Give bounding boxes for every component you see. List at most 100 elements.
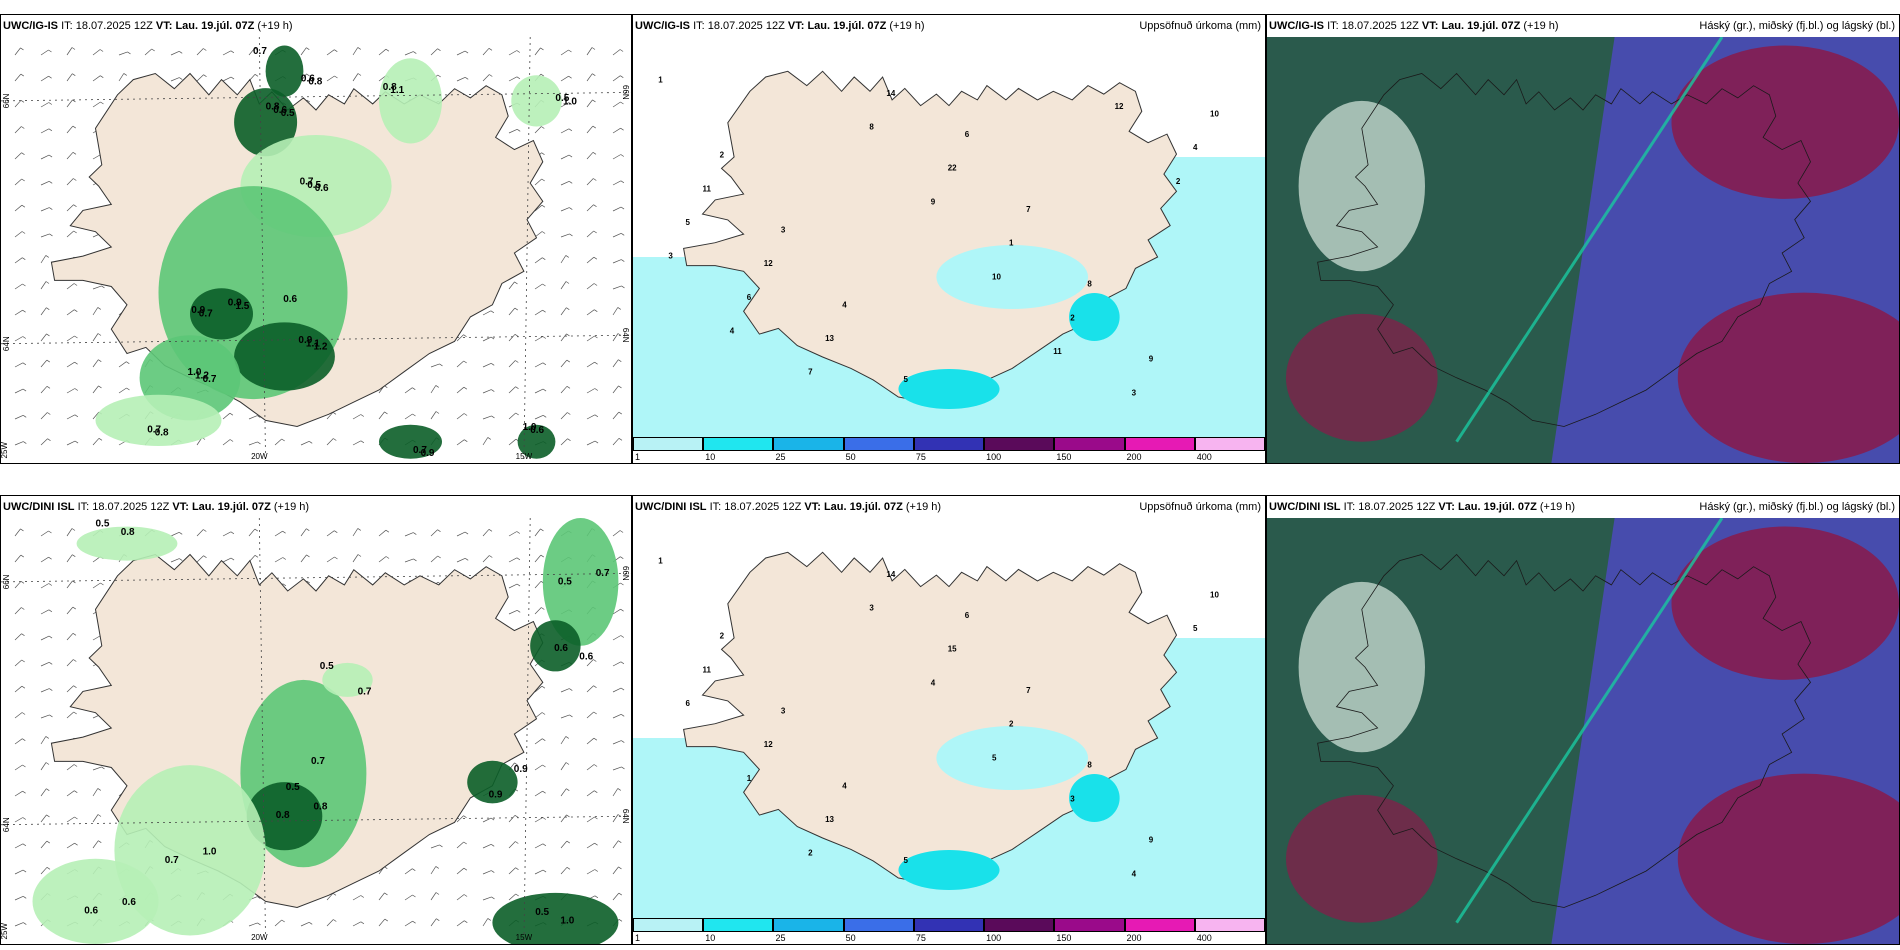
colorbar-tick: 200 bbox=[1126, 452, 1142, 462]
axis-label: 25W bbox=[1, 442, 9, 459]
precip-value: 0.8 bbox=[266, 101, 280, 112]
valid-time: Lau. 19.júl. 07Z bbox=[191, 501, 271, 513]
map-area[interactable]: 66N 64N 25W 20W 15W 66N 64N 0.7 0.5 0.6 1.5 1.2 0.7 0… bbox=[1, 37, 631, 463]
accum-value: 1 bbox=[747, 774, 752, 783]
accum-value: 4 bbox=[931, 678, 936, 687]
model-name: UWC/IG-IS bbox=[3, 20, 58, 32]
precip-value: 0.8 bbox=[121, 527, 135, 538]
accum-value: 3 bbox=[781, 225, 786, 234]
precip-value: 0.5 bbox=[307, 180, 321, 191]
precip-area bbox=[322, 662, 373, 697]
precip-value: 0.8 bbox=[276, 810, 290, 821]
precip-value: 0.7 bbox=[358, 686, 372, 697]
precip-value: 0.6 bbox=[554, 643, 568, 654]
colorbar-tick: 25 bbox=[775, 452, 786, 462]
precip-value: 0.9 bbox=[228, 297, 242, 308]
accum-value: 22 bbox=[948, 164, 957, 173]
precip-value: 0.6 bbox=[84, 905, 98, 916]
precip-value: 0.9 bbox=[298, 335, 312, 346]
accum-value: 15 bbox=[948, 645, 957, 654]
precip-value: 1.0 bbox=[188, 367, 202, 378]
accum-value: 2 bbox=[720, 151, 725, 160]
panel-header: UWC/DINI ISL IT: 18.07.2025 12Z VT: Lau.… bbox=[1267, 496, 1899, 518]
precip-value: 1.0 bbox=[523, 422, 537, 433]
map-area[interactable] bbox=[1267, 518, 1899, 944]
accum-value: 4 bbox=[842, 300, 847, 309]
precip-value: 0.9 bbox=[489, 790, 503, 801]
panel-ig-is-cloud: UWC/IG-IS IT: 18.07.2025 12Z VT: Lau. 19… bbox=[1266, 14, 1900, 464]
colorbar-tick: 10 bbox=[705, 452, 716, 462]
precip-value: 0.7 bbox=[199, 309, 213, 320]
panel-ig-is-accum: UWC/IG-IS IT: 18.07.2025 12Z VT: Lau. 19… bbox=[632, 14, 1266, 464]
accum-value: 5 bbox=[904, 856, 909, 865]
accum-area bbox=[1069, 293, 1120, 341]
precip-area bbox=[234, 88, 298, 157]
iceland-land bbox=[683, 551, 1178, 885]
accum-value: 11 bbox=[703, 665, 712, 674]
map-svg bbox=[1267, 37, 1899, 463]
precip-value: 0.8 bbox=[314, 801, 328, 812]
init-time: 18.07.2025 12Z bbox=[1358, 501, 1436, 513]
accum-value: 7 bbox=[1026, 686, 1031, 695]
colorbar-tick: 10 bbox=[705, 933, 716, 943]
colorbar-tick: 150 bbox=[1056, 933, 1072, 943]
lead-time: (+19 h) bbox=[905, 501, 942, 513]
precip-value: 0.9 bbox=[421, 448, 435, 459]
precip-value: 0.9 bbox=[514, 764, 528, 775]
precip-value: 0.8 bbox=[155, 428, 169, 439]
colorbar-tick: 400 bbox=[1196, 452, 1212, 462]
colorbar-tick: 75 bbox=[915, 452, 926, 462]
precip-value: 0.7 bbox=[311, 756, 325, 767]
front-band bbox=[1455, 518, 1724, 924]
colorbar-swatch bbox=[1054, 918, 1125, 932]
axis-label: 64N bbox=[2, 336, 11, 351]
clear-area bbox=[1298, 581, 1425, 753]
precip-value: 0.7 bbox=[413, 445, 427, 456]
colorbar-tick: 25 bbox=[775, 933, 786, 943]
precip-area bbox=[190, 288, 253, 340]
vt-label: VT: bbox=[1438, 501, 1455, 513]
valid-time: Lau. 19.júl. 07Z bbox=[807, 20, 887, 32]
accum-value: 10 bbox=[992, 272, 1001, 281]
precip-value: 1.1 bbox=[306, 338, 320, 349]
accum-value: 12 bbox=[1115, 102, 1124, 111]
colorbar-swatch bbox=[984, 437, 1055, 451]
accum-value: 8 bbox=[869, 123, 874, 132]
accum-value: 13 bbox=[825, 815, 834, 824]
map-area[interactable]: 66N 64N 25W 20W 15W 66N 64N 0.5 0.7 0.6 0.5 0.8 1.0 0… bbox=[1, 518, 631, 944]
accum-value: 1 bbox=[658, 76, 663, 85]
precip-value: 0.8 bbox=[308, 77, 322, 88]
map-area[interactable]: 1 2 3 4 5 6 7 8 9 10 11 12 13 14 22 1 2 3 4 5 6 7 8 9 10 11 12 2 3 4 bbox=[633, 37, 1265, 463]
axis-label: 66N bbox=[2, 574, 11, 589]
accum-value: 6 bbox=[965, 130, 970, 139]
valid-time: Lau. 19.júl. 07Z bbox=[175, 20, 255, 32]
low-cloud-area bbox=[1671, 526, 1899, 680]
vt-label: VT: bbox=[787, 20, 805, 32]
map-area[interactable]: 1 2 3 4 5 6 7 8 9 10 11 12 13 14 15 2 3 4 5 6 1 2 3 4 5 bbox=[633, 518, 1265, 944]
accum-value: 5 bbox=[1193, 624, 1198, 633]
axis-label: 20W bbox=[251, 933, 268, 942]
colorbar: 1 10 25 50 75 100 150 200 400 bbox=[633, 918, 1265, 944]
accum-value: 12 bbox=[764, 259, 773, 268]
graticule bbox=[1, 37, 631, 463]
precip-area bbox=[492, 892, 619, 944]
map-area[interactable] bbox=[1267, 37, 1899, 463]
accum-value: 7 bbox=[1026, 205, 1031, 214]
axis-label: 64N bbox=[621, 809, 630, 824]
accum-value: 2 bbox=[808, 849, 813, 858]
accum-area bbox=[898, 369, 1000, 409]
iceland-outline bbox=[1317, 553, 1812, 908]
accum-value: 5 bbox=[686, 218, 691, 227]
vt-label: VT: bbox=[155, 20, 173, 32]
precip-value: 0.6 bbox=[315, 183, 329, 194]
accum-value: 8 bbox=[1087, 761, 1092, 770]
precip-value: 0.7 bbox=[253, 46, 267, 57]
axis-label: 66N bbox=[621, 85, 630, 100]
field-title: Uppsöfnuð úrkoma (mm) bbox=[1139, 501, 1261, 513]
colorbar-swatch bbox=[1194, 437, 1265, 451]
vt-label: VT: bbox=[1421, 20, 1439, 32]
model-name: UWC/IG-IS bbox=[635, 20, 690, 32]
panel-dini-precip: UWC/DINI ISL IT: 18.07.2025 12Z VT: Lau.… bbox=[0, 495, 632, 945]
precip-value: 0.5 bbox=[286, 782, 300, 793]
